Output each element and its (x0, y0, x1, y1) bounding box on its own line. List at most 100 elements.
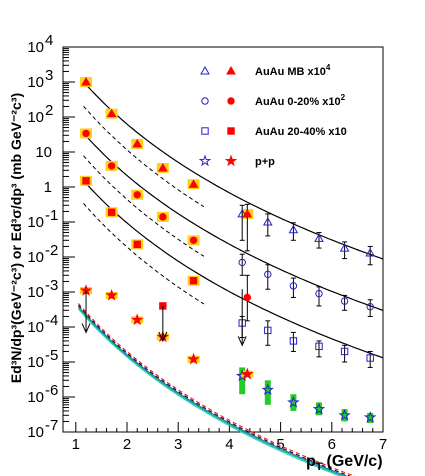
error-bars (239, 203, 373, 368)
open-star-marker (338, 408, 351, 421)
open-square-marker (340, 347, 349, 356)
legend-label: AuAu 0-20% x102 (255, 93, 346, 108)
pp-systematic-box (290, 394, 297, 411)
dashed-curve (83, 203, 205, 305)
open-circle-marker (366, 303, 374, 311)
x-tick-label: 2 (123, 436, 131, 453)
y-tick-label: 10 (35, 144, 52, 161)
filled-circle-marker (159, 213, 167, 221)
x-tick-label: 1 (72, 436, 80, 453)
filled-triangle-marker (157, 162, 168, 172)
open-triangle-marker (365, 248, 376, 257)
fit-curve (83, 81, 384, 260)
pp-systematic-box (341, 409, 348, 422)
open-triangle-marker (314, 233, 324, 242)
x-axis-title-unit: (GeV/c) (327, 453, 383, 470)
filled-triangle-marker (242, 208, 253, 218)
filled-square-marker (82, 177, 90, 185)
y-tick-exponent: -5 (45, 347, 58, 364)
upper-limit-arrowhead (81, 323, 91, 334)
open-square-marker (315, 342, 323, 351)
filled-circle-marker (227, 97, 235, 105)
pp-systematic-box (264, 380, 271, 405)
filled-triangle-marker (81, 76, 91, 86)
x-axis-title-sub: T (316, 461, 323, 473)
y-tick-label: 10 (27, 74, 44, 91)
data-markers (79, 76, 377, 423)
open-triangle-marker (288, 224, 299, 234)
open-square-marker (201, 127, 209, 135)
plot-frame (62, 46, 384, 433)
legend-label: AuAu MB x104 (255, 63, 331, 78)
y-tick-exponent: -6 (45, 382, 58, 399)
filled-circle-marker (189, 236, 198, 245)
filled-star-marker (187, 352, 200, 365)
filled-circle-marker (82, 129, 90, 138)
x-axis: 1 2 3 4 5 6 7 (72, 422, 387, 453)
filled-star-marker (105, 288, 118, 301)
upper-limit-arrowhead (237, 336, 247, 347)
pp-systematic-box (367, 412, 374, 424)
pp-theory-curve (78, 303, 356, 476)
filled-square-marker (133, 240, 141, 249)
y-tick-label: 10 (27, 354, 44, 371)
upper-limit-arrowhead (158, 331, 168, 343)
open-triangle-marker (200, 65, 210, 75)
filled-square-marker (107, 208, 116, 216)
y-tick-exponent: 4 (45, 32, 53, 49)
filled-circle-marker (243, 293, 252, 302)
legend-label: p+p (255, 156, 275, 168)
x-tick-label: 3 (174, 436, 182, 453)
legend: AuAu MB x104 AuAu 0-20% x102 AuAu 20-40% x… (198, 63, 347, 168)
y-tick-label: 10 (27, 109, 44, 126)
open-triangle-marker (339, 243, 350, 252)
x-tick-label: 5 (276, 436, 284, 453)
open-square-marker (264, 326, 272, 335)
y-tick-exponent: -1 (45, 207, 58, 224)
y-tick-label: 10 (27, 249, 44, 266)
legend-label: AuAu 20-40% x10 (255, 126, 347, 138)
open-circle-marker (340, 297, 349, 305)
pp-theory-curve (78, 306, 348, 476)
filled-triangle-marker (188, 179, 199, 188)
upper-limit-arrows (81, 289, 247, 347)
y-tick-label: 1 (44, 179, 52, 196)
filled-triangle-marker (132, 138, 143, 148)
pp-systematic-box (316, 402, 322, 416)
y-tick-exponent: 3 (45, 67, 53, 84)
x-tick-label: 6 (328, 436, 336, 453)
pp-systematic-box (239, 367, 246, 395)
open-star-marker (287, 395, 300, 408)
y-tick-label: 10 (27, 39, 44, 56)
legend-label-exponent: 2 (341, 93, 346, 102)
x-tick-label: 4 (225, 436, 233, 453)
open-square-marker (289, 337, 298, 345)
y-axis-title: Ed³N/dp³(GeV⁻²c³) or Ed³σ/dp³ (mb GeV⁻²c… (8, 93, 24, 383)
pp-theory-curve (78, 308, 341, 476)
open-circle-marker (201, 97, 209, 105)
y-tick-exponent: 2 (45, 102, 53, 119)
y-tick-label: 10 (27, 389, 44, 406)
dashed-curve (83, 155, 205, 257)
open-star-marker (261, 383, 275, 396)
open-star-marker (312, 402, 326, 415)
filled-star-marker (131, 313, 144, 326)
filled-circle-marker (107, 162, 116, 170)
open-triangle-marker (237, 208, 248, 218)
y-tick-exponent: -7 (45, 417, 58, 434)
fit-curves (78, 81, 384, 476)
pp-theory-curve (78, 307, 345, 476)
y-tick-exponent: -4 (45, 312, 58, 329)
open-circle-marker (264, 270, 272, 279)
x-axis-title: pT (GeV/c) (306, 453, 383, 473)
y-tick-exponent: -3 (45, 277, 58, 294)
filled-triangle-marker (106, 108, 117, 118)
open-star-marker (363, 410, 377, 423)
plot-border (62, 46, 384, 433)
dashed-curve (83, 105, 205, 208)
open-circle-marker (289, 282, 298, 290)
y-tick-label: 10 (27, 284, 44, 301)
filled-star-marker (224, 154, 238, 167)
y-tick-label: 10 (27, 214, 44, 231)
